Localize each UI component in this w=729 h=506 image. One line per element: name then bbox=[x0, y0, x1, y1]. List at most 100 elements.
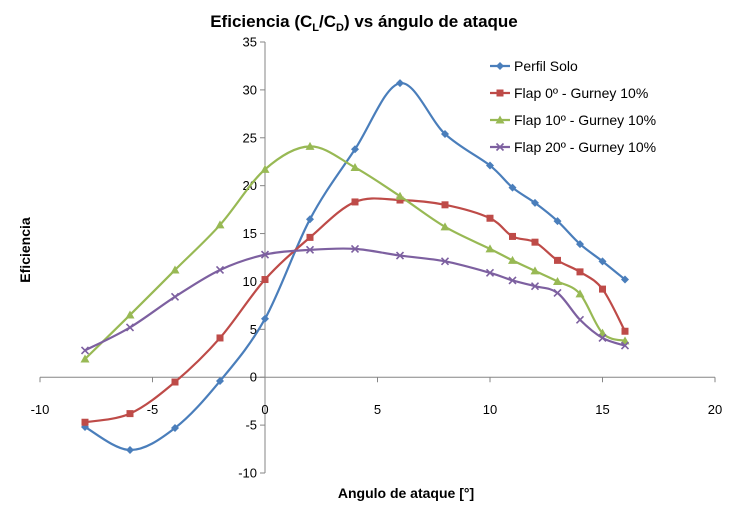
data-point bbox=[554, 256, 561, 264]
x-tick-label: 0 bbox=[261, 402, 268, 417]
data-point bbox=[575, 315, 585, 324]
y-tick-label: 15 bbox=[243, 226, 257, 241]
data-point bbox=[508, 276, 517, 285]
data-point bbox=[171, 423, 179, 432]
data-point bbox=[508, 183, 517, 192]
data-point bbox=[396, 79, 404, 88]
data-point bbox=[598, 257, 607, 266]
data-point bbox=[171, 378, 179, 386]
legend-label: Perfil Solo bbox=[514, 58, 578, 74]
series-line bbox=[84, 145, 626, 360]
title-subscript-d: D bbox=[336, 22, 344, 34]
data-point bbox=[261, 276, 269, 284]
data-point bbox=[260, 164, 270, 173]
data-point bbox=[170, 265, 180, 274]
data-point bbox=[396, 196, 404, 204]
data-point bbox=[441, 129, 449, 138]
data-point bbox=[350, 244, 360, 253]
data-point bbox=[170, 292, 180, 301]
data-point bbox=[576, 240, 584, 249]
legend-item: Flap 20º - Gurney 10% bbox=[490, 139, 656, 155]
series-2 bbox=[81, 196, 629, 426]
y-tick-label: 35 bbox=[243, 35, 257, 50]
data-point bbox=[509, 232, 516, 240]
y-tick-label: 10 bbox=[243, 274, 257, 289]
data-point bbox=[575, 289, 585, 298]
y-tick-label: 5 bbox=[250, 322, 257, 337]
data-point bbox=[126, 446, 134, 455]
data-point bbox=[441, 201, 449, 209]
legend-swatch-marker bbox=[496, 62, 504, 70]
x-tick-label: 5 bbox=[374, 402, 381, 417]
x-tick-label: 15 bbox=[595, 402, 609, 417]
data-point bbox=[351, 198, 359, 206]
title-mid: /C bbox=[319, 12, 336, 31]
data-point bbox=[351, 145, 359, 154]
data-point bbox=[215, 265, 225, 275]
y-axis-title: Eficiencia bbox=[17, 217, 33, 283]
data-point bbox=[305, 245, 315, 254]
data-point bbox=[531, 198, 539, 207]
data-point bbox=[440, 257, 450, 266]
data-point bbox=[576, 268, 584, 276]
data-point bbox=[306, 233, 314, 241]
x-tick-label: -5 bbox=[147, 402, 159, 417]
data-point bbox=[260, 250, 270, 259]
data-point bbox=[598, 333, 607, 343]
data-point bbox=[485, 244, 495, 253]
legend-item: Perfil Solo bbox=[490, 58, 578, 74]
data-point bbox=[215, 220, 225, 229]
data-point bbox=[553, 288, 562, 298]
y-tick-label: 25 bbox=[243, 130, 257, 145]
data-point bbox=[395, 191, 405, 200]
data-point bbox=[125, 310, 135, 319]
data-point bbox=[530, 282, 540, 291]
legend-swatch-marker bbox=[496, 89, 504, 97]
data-point bbox=[305, 141, 315, 150]
y-tick-label: -10 bbox=[238, 466, 257, 481]
data-point bbox=[216, 377, 224, 386]
data-point bbox=[553, 217, 562, 226]
data-point bbox=[620, 341, 630, 350]
x-tick-label: 10 bbox=[483, 402, 497, 417]
data-point bbox=[306, 215, 314, 224]
legend-label: Flap 10º - Gurney 10% bbox=[514, 112, 656, 128]
chart-title: Eficiencia (CL/CD) vs ángulo de ataque bbox=[210, 12, 518, 34]
series-1 bbox=[81, 79, 629, 455]
data-point bbox=[216, 334, 224, 342]
data-point bbox=[599, 285, 606, 293]
data-point bbox=[440, 222, 450, 231]
data-point bbox=[486, 161, 494, 170]
legend-item: Flap 10º - Gurney 10% bbox=[490, 112, 656, 128]
data-point bbox=[80, 354, 90, 363]
legend-item: Flap 0º - Gurney 10% bbox=[490, 85, 648, 101]
data-point bbox=[508, 255, 517, 264]
legend-swatch-marker bbox=[495, 142, 505, 152]
data-point bbox=[81, 418, 89, 426]
data-point bbox=[621, 275, 629, 284]
x-tick-label: -10 bbox=[31, 402, 50, 417]
y-tick-label: 30 bbox=[243, 82, 257, 97]
y-tick-label: 0 bbox=[250, 370, 257, 385]
data-point bbox=[125, 323, 135, 332]
data-point bbox=[395, 251, 405, 260]
data-point bbox=[261, 314, 269, 323]
data-point bbox=[530, 266, 540, 275]
data-point bbox=[531, 238, 539, 246]
title-suffix: ) vs ángulo de ataque bbox=[344, 12, 518, 31]
series-line bbox=[84, 197, 626, 424]
x-axis-title: Angulo de ataque [°] bbox=[338, 485, 474, 501]
data-point bbox=[485, 268, 495, 277]
legend-label: Flap 20º - Gurney 10% bbox=[514, 139, 656, 155]
title-subscript-l: L bbox=[312, 22, 319, 34]
plot-area bbox=[80, 79, 630, 455]
y-tick-label: -5 bbox=[245, 418, 257, 433]
x-tick-label: 20 bbox=[708, 402, 722, 417]
series-line bbox=[84, 247, 626, 352]
series-4 bbox=[80, 244, 630, 355]
legend-swatch-marker bbox=[495, 115, 505, 124]
data-point bbox=[553, 276, 562, 285]
data-point bbox=[126, 410, 134, 418]
